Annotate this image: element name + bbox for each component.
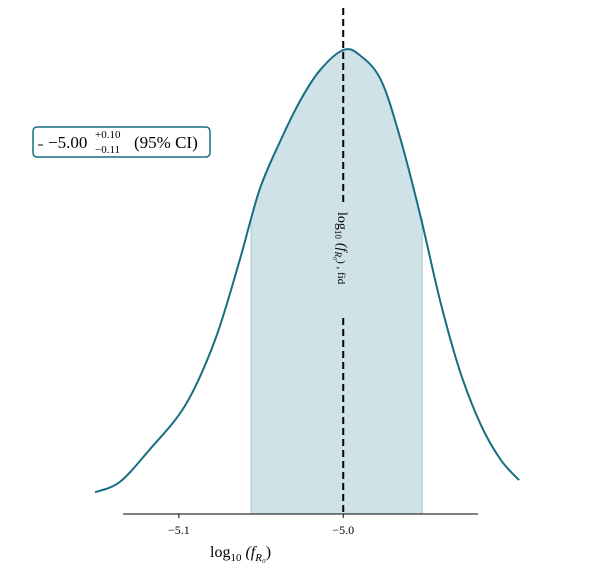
x-label-part: 10 (230, 552, 242, 564)
x-tick-label: −5.0 (332, 523, 354, 537)
annotation-upper: +0.10 (95, 129, 121, 141)
shaded-interval (251, 49, 423, 514)
x-label-part: log (210, 544, 230, 561)
x-label-part: (f (245, 544, 257, 561)
fid-label-part: 10 (333, 230, 343, 240)
x-label-part: ) (266, 544, 271, 561)
annotation-ci: (95% CI) (134, 133, 198, 152)
fid-label-part: log (334, 212, 349, 230)
fiducial-label: log10 (fR₀) , fid (333, 212, 349, 285)
plot-area (94, 8, 520, 514)
x-tick-label: −5.1 (168, 523, 190, 537)
x-label-part: R₀ (254, 552, 266, 564)
fid-label-part: R₀ (333, 250, 343, 260)
annotation-lower: −0.11 (95, 144, 120, 156)
density-curve (94, 48, 520, 494)
fid-label-part: (f (334, 243, 349, 254)
fid-label-part: ) , fid (335, 260, 347, 285)
x-axis-label: log10 (fR₀) (210, 544, 271, 564)
annotation-box (32, 126, 211, 158)
annotation-value: −5.00 (48, 133, 87, 152)
